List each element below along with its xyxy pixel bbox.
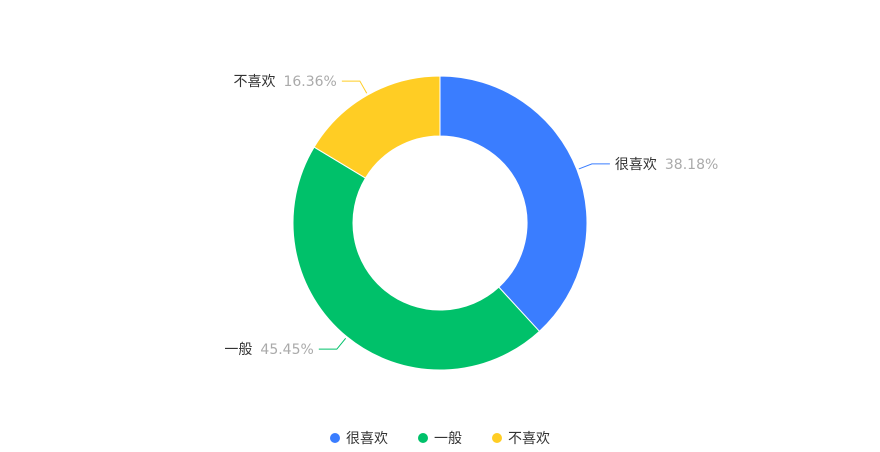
slice-neutral[interactable] [292,146,541,371]
slice-very-like[interactable] [439,75,588,333]
leader-line-neutral [318,338,347,350]
label-very-like: 很喜欢 38.18% [615,157,718,173]
legend-item-very-like[interactable]: 很喜欢 [330,428,388,448]
legend-label-dislike: 不喜欢 [508,431,550,447]
legend-item-dislike[interactable]: 不喜欢 [492,428,550,448]
leader-line-dislike [341,80,368,94]
label-dislike: 不喜欢 16.36% [233,74,336,90]
legend-label-very-like: 很喜欢 [346,431,388,447]
label-very-like-category: 很喜欢 [615,157,657,173]
leader-line-very-like [578,163,610,170]
label-dislike-category: 不喜欢 [233,74,275,90]
legend: 很喜欢 一般 不喜欢 [0,427,880,449]
slice-dislike[interactable] [313,75,441,179]
label-very-like-percent: 38.18% [665,157,718,173]
label-neutral-category: 一般 [224,342,252,358]
legend-dot-dislike [492,433,502,443]
legend-item-neutral[interactable]: 一般 [418,428,462,448]
legend-dot-neutral [418,433,428,443]
legend-dot-very-like [330,433,340,443]
label-neutral-percent: 45.45% [260,342,313,358]
legend-label-neutral: 一般 [434,431,462,447]
label-dislike-percent: 16.36% [283,74,336,90]
label-neutral: 一般 45.45% [224,342,313,358]
